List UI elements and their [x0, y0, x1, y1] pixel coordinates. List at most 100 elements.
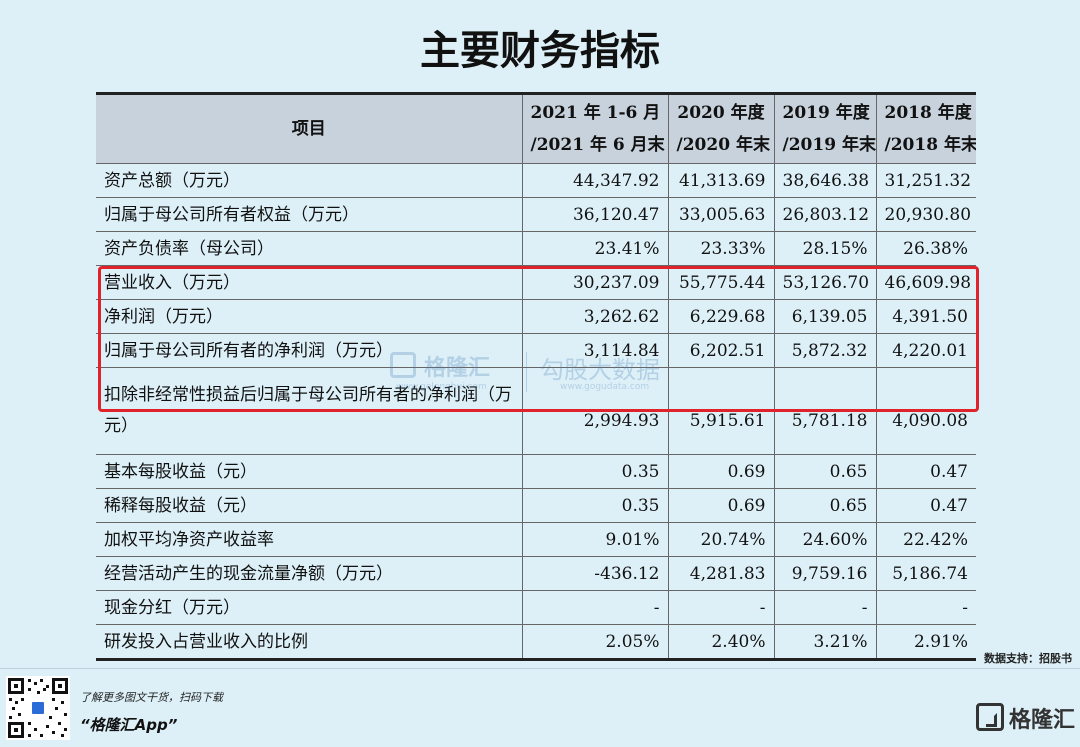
header-col-line1: 2018 年度	[884, 103, 972, 123]
header-col-line2: /2020 年末	[676, 135, 770, 155]
row-value: 22.42%	[875, 522, 976, 557]
brand-logo: 格隆汇	[976, 700, 1076, 736]
header-col-line2: /2021 年 6 月末	[530, 135, 665, 155]
row-value: 5,781.18	[773, 367, 877, 455]
table-row: 加权平均净资产收益率 9.01% 20.74% 24.60% 22.42%	[96, 522, 976, 557]
qr-code-icon[interactable]	[6, 676, 70, 740]
header-col-line2: /2018 年末	[884, 135, 977, 155]
row-value: 24.60%	[773, 522, 877, 557]
table-row: 经营活动产生的现金流量净额（万元） -436.12 4,281.83 9,759.16…	[96, 556, 976, 591]
row-value: 0.65	[773, 488, 877, 523]
table-row: 资产负债率（母公司） 23.41% 23.33% 28.15% 26.38%	[96, 231, 976, 266]
row-value: 3,262.62	[521, 299, 669, 334]
row-value: 28.15%	[773, 231, 877, 266]
row-value: -	[875, 590, 976, 625]
row-value: 2.05%	[521, 624, 669, 660]
header-col-2020: 2020 年度/2020 年末	[667, 93, 775, 164]
row-value: 5,186.74	[875, 556, 976, 591]
row-value: 46,609.98	[875, 265, 976, 300]
table-row: 现金分红（万元） - - - -	[96, 590, 976, 625]
row-value: 44,347.92	[521, 163, 669, 198]
row-value: 31,251.32	[875, 163, 976, 198]
row-label: 扣除非经常性损益后归属于母公司所有者的净利润（万元）	[96, 367, 523, 455]
row-value: 3.21%	[773, 624, 877, 660]
page-title: 主要财务指标	[420, 28, 660, 74]
header-col-line1: 2019 年度	[782, 103, 870, 123]
row-label: 经营活动产生的现金流量净额（万元）	[96, 556, 523, 591]
row-value: 23.41%	[521, 231, 669, 266]
row-value: 2.40%	[667, 624, 775, 660]
qr-center-logo-icon	[30, 700, 46, 716]
row-value: 23.33%	[667, 231, 775, 266]
row-label: 基本每股收益（元）	[96, 454, 523, 489]
row-value: 20.74%	[667, 522, 775, 557]
row-value: 0.69	[667, 488, 775, 523]
header-col-2018: 2018 年度/2018 年末	[875, 93, 977, 164]
row-value: 6,139.05	[773, 299, 877, 334]
row-value: 2.91%	[875, 624, 976, 660]
row-value: -436.12	[521, 556, 669, 591]
app-name: “格隆汇App”	[80, 716, 178, 734]
row-value: 3,114.84	[521, 333, 669, 368]
row-value: -	[773, 590, 877, 625]
row-label: 营业收入（万元）	[96, 265, 523, 300]
row-value: 4,391.50	[875, 299, 976, 334]
header-col-2019: 2019 年度/2019 年末	[773, 93, 877, 164]
gelonghui-logo-icon	[976, 703, 1004, 731]
header-col-line1: 2020 年度	[677, 103, 765, 123]
row-value: 53,126.70	[773, 265, 877, 300]
row-label: 净利润（万元）	[96, 299, 523, 334]
table-header-row: 项目 2021 年 1-6 月/2021 年 6 月末 2020 年度/2020…	[96, 93, 977, 164]
row-value: 0.47	[875, 488, 976, 523]
table-row: 扣除非经常性损益后归属于母公司所有者的净利润（万元） 2,994.93 5,915.…	[96, 367, 976, 455]
row-label: 稀释每股收益（元）	[96, 488, 523, 523]
row-label: 归属于母公司所有者的净利润（万元）	[96, 333, 523, 368]
row-value: 5,872.32	[773, 333, 877, 368]
qr-code-graphic	[8, 678, 68, 738]
row-label: 资产负债率（母公司）	[96, 231, 523, 266]
row-value: 20,930.80	[875, 197, 976, 232]
row-value: 9,759.16	[773, 556, 877, 591]
promo-text: 了解更多图文干货，扫码下载	[80, 691, 223, 704]
row-value: 38,646.38	[773, 163, 877, 198]
table-row: 营业收入（万元） 30,237.09 55,775.44 53,126.70 46,60…	[96, 265, 976, 300]
row-label: 资产总额（万元）	[96, 163, 523, 198]
row-value: 26,803.12	[773, 197, 877, 232]
row-value: 36,120.47	[521, 197, 669, 232]
row-value: 33,005.63	[667, 197, 775, 232]
footer-divider	[0, 668, 1080, 669]
financial-indicators-table: 项目 2021 年 1-6 月/2021 年 6 月末 2020 年度/2020…	[96, 92, 976, 661]
table-row: 资产总额（万元） 44,347.92 41,313.69 38,646.38 31,25…	[96, 163, 976, 198]
row-value: 0.69	[667, 454, 775, 489]
table-row: 净利润（万元） 3,262.62 6,229.68 6,139.05 4,391.50	[96, 299, 976, 334]
row-value: 9.01%	[521, 522, 669, 557]
row-value: 4,090.08	[875, 367, 976, 455]
header-col-2021h1: 2021 年 1-6 月/2021 年 6 月末	[521, 93, 669, 164]
row-value: 41,313.69	[667, 163, 775, 198]
row-value: 55,775.44	[667, 265, 775, 300]
brand-name: 格隆汇	[1009, 708, 1076, 733]
row-value: -	[521, 590, 669, 625]
row-value: 0.65	[773, 454, 877, 489]
row-label: 研发投入占营业收入的比例	[96, 624, 523, 660]
row-value: 5,915.61	[667, 367, 775, 455]
table-row: 稀释每股收益（元） 0.35 0.69 0.65 0.47	[96, 488, 976, 523]
data-source: 数据支持：招股书	[984, 652, 1072, 665]
header-item: 项目	[96, 93, 523, 164]
row-label: 现金分红（万元）	[96, 590, 523, 625]
row-label: 加权平均净资产收益率	[96, 522, 523, 557]
row-value: 30,237.09	[521, 265, 669, 300]
row-value: 4,281.83	[667, 556, 775, 591]
header-col-line2: /2019 年末	[782, 135, 876, 155]
row-value: 0.35	[521, 454, 669, 489]
row-value: 26.38%	[875, 231, 976, 266]
header-col-line1: 2021 年 1-6 月	[530, 103, 661, 123]
table-row: 归属于母公司所有者的净利润（万元） 3,114.84 6,202.51 5,872.3…	[96, 333, 976, 368]
row-value: 0.35	[521, 488, 669, 523]
row-value: 0.47	[875, 454, 976, 489]
row-value: 6,202.51	[667, 333, 775, 368]
row-value: 6,229.68	[667, 299, 775, 334]
table-row: 研发投入占营业收入的比例 2.05% 2.40% 3.21% 2.91%	[96, 624, 976, 660]
row-value: 2,994.93	[521, 367, 669, 455]
row-label: 归属于母公司所有者权益（万元）	[96, 197, 523, 232]
